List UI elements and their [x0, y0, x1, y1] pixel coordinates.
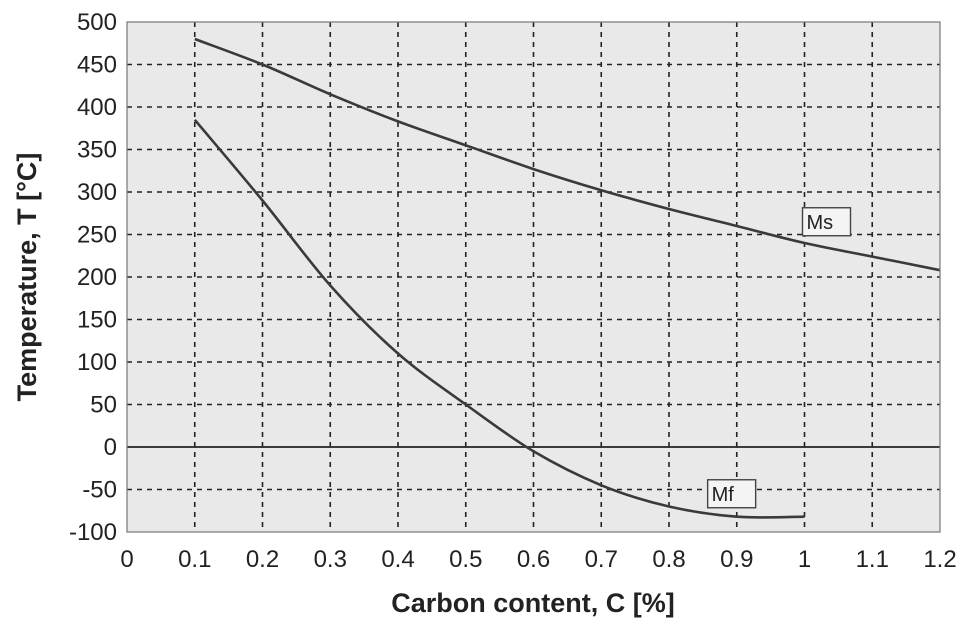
- series-line-ms: [194, 37, 941, 272]
- series-label-box: [801, 207, 852, 237]
- y-tick-label: 400: [77, 94, 117, 121]
- y-tick-label: 450: [77, 52, 117, 79]
- series-label-text: Ms: [807, 212, 834, 234]
- x-tick-label: 1: [798, 546, 811, 573]
- plot-frame: [126, 21, 941, 533]
- y-axis-title: Temperature, T [°C]: [12, 153, 42, 402]
- y-tick-label: 500: [77, 9, 117, 36]
- y-tick-label: -100: [69, 519, 117, 546]
- x-tick-label: 0.9: [720, 546, 753, 573]
- x-tick-label: 1.2: [923, 546, 956, 573]
- x-tick-label: 1.1: [856, 546, 889, 573]
- x-axis-title: Carbon content, C [%]: [391, 588, 675, 618]
- y-tick-label: 100: [77, 349, 117, 376]
- x-tick-label: 0.5: [449, 546, 482, 573]
- series-label-text: Mf: [712, 484, 735, 506]
- y-tick-label: -50: [82, 477, 117, 504]
- y-tick-label: 200: [77, 264, 117, 291]
- x-tick-labels: 0 0.1 0.2 0.3 0.4 0.5 0.6 0.7 0.8 0.9 1 1.1 1.2: [120, 546, 956, 573]
- series-line-mf: [193, 118, 805, 519]
- y-tick-label: 0: [104, 434, 117, 461]
- x-tick-label: 0.8: [652, 546, 685, 573]
- curves: Ms Mf: [193, 37, 941, 519]
- x-tick-label: 0.3: [314, 546, 347, 573]
- y-tick-label: 150: [77, 307, 117, 334]
- x-tick-label: 0.2: [246, 546, 279, 573]
- y-tick-label: 50: [90, 392, 117, 419]
- x-tick-label: 0.4: [381, 546, 414, 573]
- x-tick-label: 0.6: [517, 546, 550, 573]
- series-label-mf: Mf: [706, 479, 757, 509]
- y-tick-label: 300: [77, 179, 117, 206]
- y-tick-label: 350: [77, 137, 117, 164]
- x-tick-label: 0.7: [585, 546, 618, 573]
- x-tick-label: 0.1: [178, 546, 211, 573]
- series-label-ms: Ms: [801, 207, 852, 237]
- y-tick-label: 250: [77, 222, 117, 249]
- x-tick-label: 0: [120, 546, 133, 573]
- series-label-box: [706, 479, 757, 509]
